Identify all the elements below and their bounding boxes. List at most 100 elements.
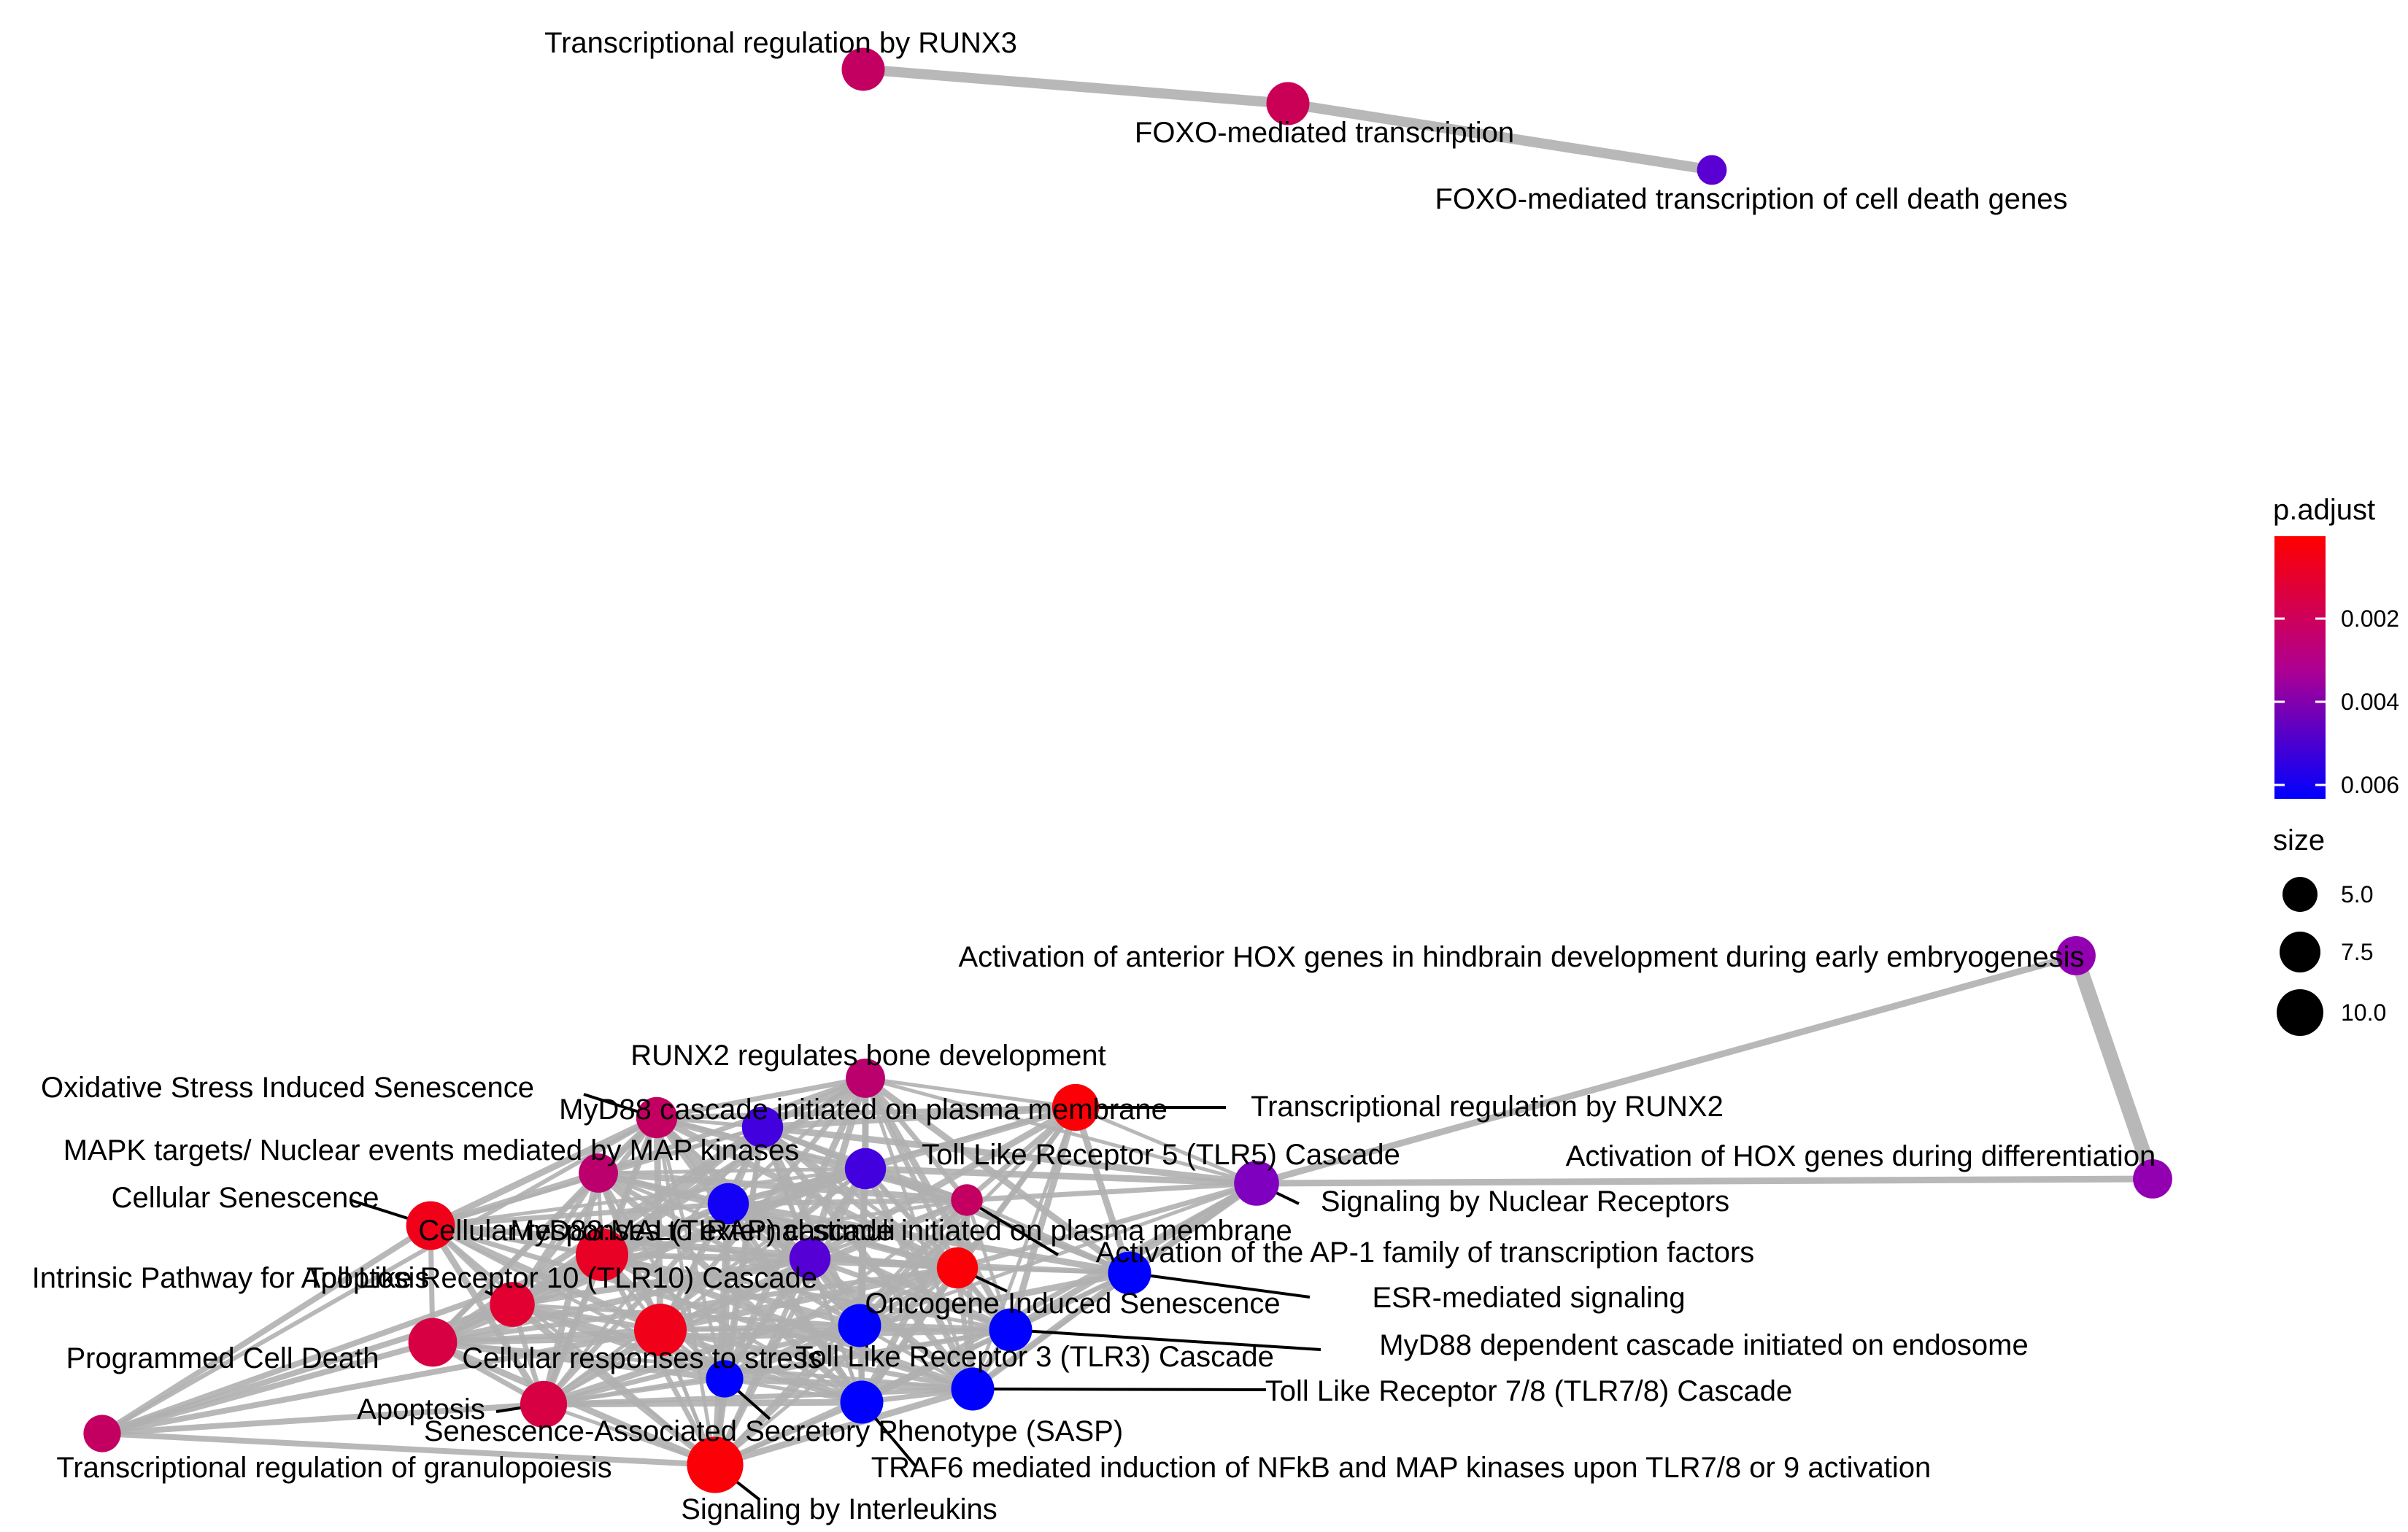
- node-label-myd88_endo: MyD88 dependent cascade initiated on end…: [1379, 1329, 2029, 1361]
- network-edge: [957, 1266, 1130, 1275]
- network-edge: [863, 64, 1289, 109]
- node-label-runx3: Transcriptional regulation by RUNX3: [544, 27, 1017, 59]
- node-label-tlr3: Toll Like Receptor 3 (TLR3) Cascade: [795, 1341, 1274, 1373]
- node-label-tlr10: Toll Like Receptor 10 (TLR10) Cascade: [306, 1262, 817, 1294]
- network-edge: [724, 1327, 1011, 1382]
- network-node-granulopoiesis[interactable]: [83, 1415, 121, 1452]
- node-label-sasp: Senescence-Associated Secretory Phenotyp…: [424, 1415, 1123, 1447]
- network-edge: [1286, 98, 1713, 175]
- node-label-myd88_mal: MyD88:MAL(TIRAP) cascade initiated on pl…: [510, 1215, 1292, 1247]
- network-node-runx2_bone[interactable]: [846, 1059, 885, 1098]
- network-edge: [728, 1197, 968, 1207]
- network-edge: [714, 1385, 974, 1469]
- network-edge: [970, 1270, 1132, 1392]
- network-node-myd88_plasma[interactable]: [741, 1106, 784, 1148]
- network-node-foxo_death[interactable]: [1697, 155, 1727, 185]
- node-layer: [83, 47, 2172, 1493]
- network-edge: [865, 1165, 1257, 1187]
- network-edge: [660, 1264, 958, 1334]
- network-edge: [432, 1265, 958, 1345]
- network-edge: [660, 1323, 860, 1333]
- network-node-tlr3[interactable]: [838, 1304, 881, 1347]
- network-node-intrinsic[interactable]: [490, 1282, 535, 1327]
- network-node-runx2[interactable]: [1051, 1083, 1100, 1131]
- label-leader-line: [1129, 1272, 1311, 1299]
- network-node-interleukins[interactable]: [687, 1436, 744, 1493]
- node-label-interleukins: Signaling by Interleukins: [681, 1493, 997, 1525]
- network-node-foxo[interactable]: [1266, 82, 1310, 125]
- network-node-traf6[interactable]: [840, 1380, 884, 1424]
- node-label-stress: Cellular responses to stress: [462, 1342, 822, 1374]
- node-label-granulopoiesis: Transcriptional regulation of granulopoi…: [56, 1452, 611, 1484]
- network-edge: [101, 1115, 658, 1436]
- network-edge: [859, 1269, 1130, 1329]
- network-node-oxidative[interactable]: [636, 1096, 678, 1139]
- network-node-apoptosis[interactable]: [520, 1380, 568, 1428]
- node-label-foxo_death: FOXO-mediated transcription of cell deat…: [1435, 183, 2067, 215]
- network-node-esr[interactable]: [1108, 1251, 1151, 1295]
- label-leader-line: [972, 1388, 1267, 1391]
- network-edge: [100, 1223, 433, 1436]
- node-label-cellular_senescence: Cellular Senescence: [112, 1182, 379, 1214]
- network-edge: [1255, 952, 2077, 1187]
- network-edge: [965, 1198, 1131, 1275]
- network-node-ap1[interactable]: [951, 1184, 983, 1216]
- network-edge: [541, 1254, 604, 1405]
- network-edge: [543, 1377, 725, 1407]
- legend-color-tick-label: 0.004: [2341, 689, 2399, 715]
- legend-size-dot: [2282, 877, 2318, 912]
- node-label-oncogene: Oncogene Induced Senescence: [865, 1288, 1280, 1320]
- network-node-tlr5[interactable]: [844, 1148, 887, 1190]
- network-node-cellular_senescence[interactable]: [406, 1201, 455, 1250]
- network-node-sasp[interactable]: [706, 1360, 744, 1398]
- network-node-mapk[interactable]: [579, 1153, 618, 1193]
- network-edge: [432, 1326, 1011, 1346]
- network-edge: [541, 1202, 730, 1407]
- legend-size-tick-label: 5.0: [2341, 881, 2373, 908]
- network-node-programmed[interactable]: [408, 1318, 458, 1367]
- network-node-myd88_endo[interactable]: [989, 1308, 1033, 1352]
- legend: p.adjust 0.002 0.004 0.006 size 5.0 7.5 …: [2273, 494, 2399, 1036]
- network-edge: [101, 1401, 544, 1436]
- network-edge: [429, 1169, 600, 1229]
- network-node-hox_anterior[interactable]: [2056, 936, 2096, 975]
- node-label-nuclear_receptors: Signaling by Nuclear Receptors: [1321, 1185, 1729, 1218]
- node-label-tlr78: Toll Like Receptor 7/8 (TLR7/8) Cascade: [1265, 1375, 1793, 1407]
- node-label-myd88_plasma: MyD88 cascade initiated on plasma membra…: [559, 1094, 1168, 1126]
- network-node-stress[interactable]: [634, 1304, 687, 1356]
- network-node-external_stimuli[interactable]: [576, 1229, 628, 1281]
- network-node-oncogene[interactable]: [936, 1247, 979, 1289]
- legend-size-tick-label: 10.0: [2341, 999, 2386, 1026]
- legend-size-tick-label: 7.5: [2341, 939, 2373, 965]
- network-node-tlr10[interactable]: [789, 1237, 831, 1280]
- network-node-nuclear_receptors[interactable]: [1234, 1161, 1279, 1206]
- network-edge: [965, 1105, 1078, 1202]
- legend-color-bar: [2274, 536, 2326, 799]
- node-label-hox_diff: Activation of HOX genes during different…: [1566, 1140, 2156, 1172]
- network-edge: [723, 1322, 861, 1382]
- network-node-myd88_mal[interactable]: [707, 1183, 749, 1225]
- node-label-tlr5: Toll Like Receptor 5 (TLR5) Cascade: [922, 1139, 1400, 1171]
- network-edge: [858, 1323, 974, 1391]
- legend-size-dot: [2280, 932, 2320, 972]
- network-node-runx3[interactable]: [841, 47, 885, 91]
- node-label-intrinsic: Intrinsic Pathway for Apoptosis: [32, 1262, 430, 1294]
- label-leader-line: [965, 1199, 1060, 1256]
- network-edge: [101, 1431, 716, 1468]
- label-layer: Transcriptional regulation by RUNX3 FOXO-…: [32, 27, 2156, 1525]
- network-edge: [808, 1104, 1078, 1261]
- network-edge: [864, 1166, 1131, 1276]
- node-label-runx2_bone: RUNX2 regulates bone development: [630, 1040, 1106, 1072]
- node-label-programmed: Programmed Cell Death: [66, 1342, 379, 1374]
- node-label-mapk: MAPK targets/ Nuclear events mediated by…: [63, 1134, 800, 1167]
- network-edge: [598, 1167, 866, 1175]
- network-node-tlr78[interactable]: [951, 1367, 995, 1411]
- legend-color-tick-label: 0.002: [2341, 606, 2399, 632]
- network-edge: [762, 1104, 1076, 1131]
- network-edge: [762, 1123, 1257, 1187]
- network-node-hox_diff[interactable]: [2133, 1159, 2172, 1199]
- network-edge: [543, 1323, 860, 1407]
- network-edge: [966, 1180, 1257, 1203]
- legend-color-tick-label: 0.006: [2341, 772, 2399, 798]
